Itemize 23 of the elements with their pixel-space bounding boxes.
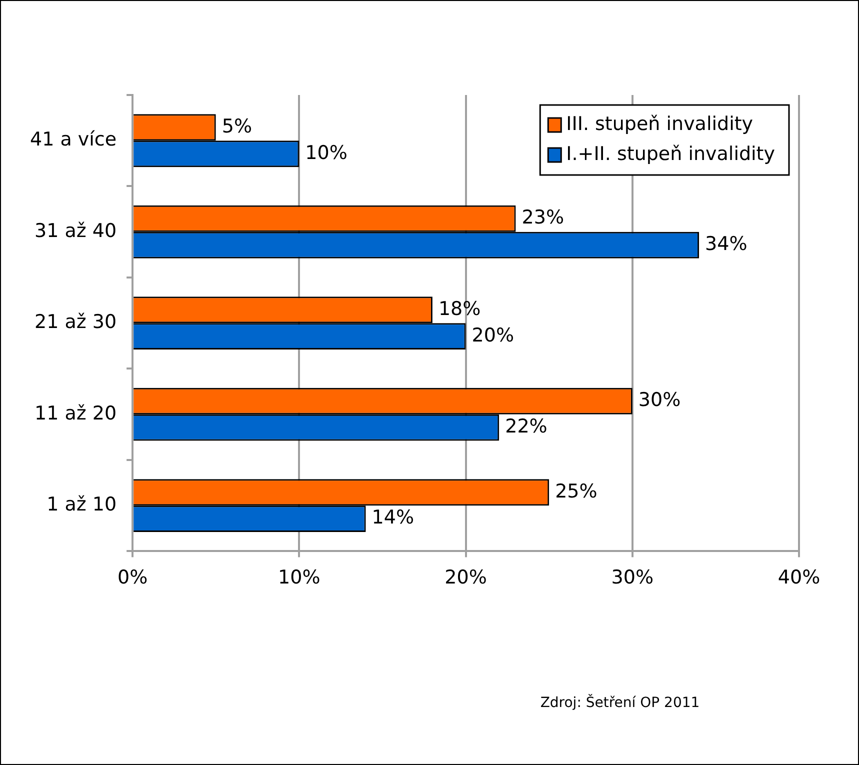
y-tick-label: 41 a více <box>30 128 117 151</box>
data-label: 18% <box>438 298 481 320</box>
data-label: 14% <box>372 506 414 529</box>
data-label: 25% <box>555 480 598 502</box>
y-tick-label: 1 až 10 <box>46 494 117 516</box>
data-label: 5% <box>222 115 252 138</box>
data-label: 20% <box>472 324 514 346</box>
y-tick-label: 21 až 30 <box>34 311 117 334</box>
data-label: 22% <box>505 416 548 438</box>
x-tick-label: 10% <box>278 566 320 589</box>
x-tick-label: 30% <box>611 566 654 589</box>
data-label: 10% <box>305 142 348 164</box>
legend-label: III. stupeň invalidity <box>566 112 754 135</box>
legend-label: I.+II. stupeň invalidity <box>566 142 776 165</box>
x-tick-label: 0% <box>117 566 148 589</box>
y-tick-label: 31 až 40 <box>34 220 117 242</box>
data-label: 30% <box>638 389 681 412</box>
x-tick-label: 40% <box>778 566 820 589</box>
data-label: 23% <box>522 206 564 229</box>
y-tick-label: 11 až 20 <box>34 402 117 424</box>
x-tick-label: 20% <box>444 566 487 589</box>
text: Zdroj: Šetření OP 2011 <box>539 695 701 711</box>
data-label: 34% <box>705 233 748 256</box>
